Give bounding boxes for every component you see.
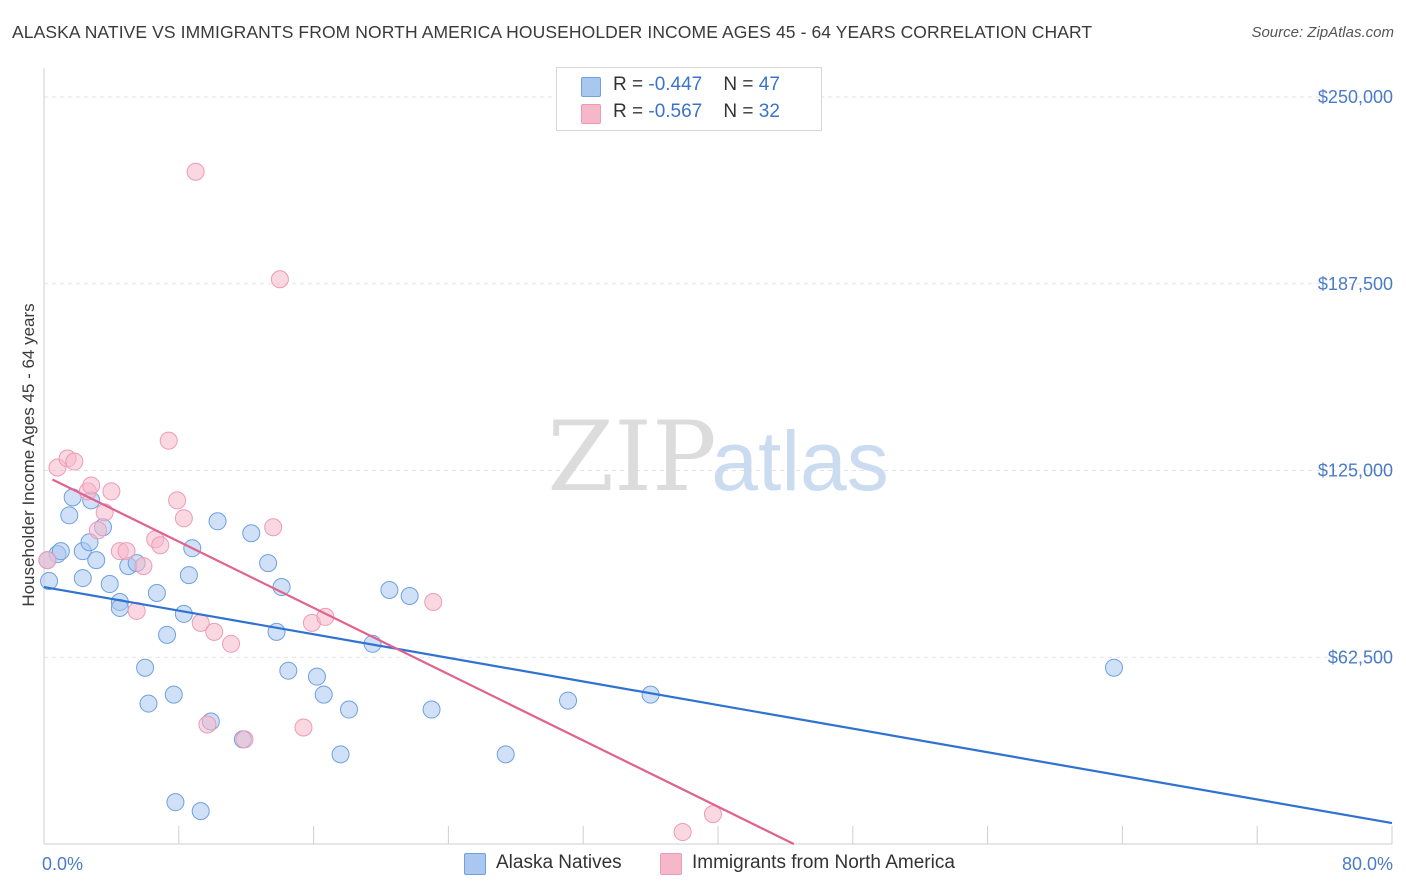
alaska-point bbox=[400, 586, 419, 605]
alaska-point bbox=[307, 667, 326, 686]
bottom-legend-label-immigrants: Immigrants from North America bbox=[692, 852, 955, 873]
alaska-point bbox=[147, 584, 166, 603]
legend-n-label: N = bbox=[723, 101, 759, 122]
legend-n-value: 47 bbox=[758, 74, 780, 95]
immigrant-point bbox=[235, 730, 254, 749]
immigrant-point bbox=[174, 509, 193, 528]
y-tick-label: $250,000 bbox=[1318, 87, 1393, 107]
immigrant-point bbox=[703, 805, 722, 824]
immigrant-point bbox=[294, 718, 313, 737]
alaska-point bbox=[314, 685, 333, 704]
alaska-point bbox=[191, 802, 210, 821]
grid-lines bbox=[44, 96, 1392, 658]
alaska-trend-line bbox=[43, 585, 1393, 825]
immigrant-point bbox=[270, 270, 289, 289]
alaska-point bbox=[380, 581, 399, 600]
alaska-point bbox=[339, 700, 358, 719]
immigrant-point bbox=[264, 518, 283, 537]
immigrant-point bbox=[222, 634, 241, 653]
y-tick-label: $62,500 bbox=[1328, 647, 1393, 667]
watermark-zip: ZIP bbox=[547, 401, 716, 513]
legend-n-value: 32 bbox=[758, 101, 780, 122]
alaska-point bbox=[166, 793, 185, 812]
y-tick-label: $187,500 bbox=[1318, 274, 1393, 294]
axes bbox=[43, 68, 1393, 845]
alaska-point bbox=[139, 694, 158, 713]
legend-r-label: R = bbox=[613, 74, 649, 95]
immigrant-point bbox=[186, 162, 205, 181]
correlation-legend: R = -0.447 N = 47 R = -0.567 N = 32 bbox=[556, 67, 822, 131]
alaska-point bbox=[174, 604, 193, 623]
watermark: ZIP atlas bbox=[547, 401, 888, 513]
alaska-point bbox=[100, 575, 119, 594]
bottom-legend-swatch-alaska bbox=[464, 853, 486, 875]
immigrant-point bbox=[65, 452, 84, 471]
alaska-point bbox=[87, 551, 106, 570]
immigrant-point bbox=[424, 592, 443, 611]
x-tick-label: 80.0% bbox=[1342, 854, 1393, 874]
legend-n-label: N = bbox=[723, 74, 759, 95]
legend-r-value: -0.447 bbox=[648, 74, 703, 95]
immigrant-point bbox=[134, 557, 153, 576]
alaska-point bbox=[179, 566, 198, 585]
alaska-point bbox=[164, 685, 183, 704]
immigrant-point bbox=[151, 536, 170, 555]
immigrant-point bbox=[117, 542, 136, 561]
alaska-point bbox=[208, 512, 227, 531]
alaska-point bbox=[1104, 658, 1123, 677]
immigrant-point bbox=[95, 503, 114, 522]
alaska-point bbox=[158, 625, 177, 644]
alaska-point bbox=[422, 700, 441, 719]
trend-lines bbox=[43, 478, 1393, 845]
legend-r-label: R = bbox=[613, 101, 649, 122]
bottom-legend-label-alaska: Alaska Natives bbox=[496, 852, 622, 873]
immigrant-point bbox=[88, 521, 107, 540]
y-tick-label: $125,000 bbox=[1318, 461, 1393, 481]
legend-swatch-immigrants bbox=[581, 104, 601, 124]
alaska-point bbox=[73, 569, 92, 588]
alaska-point bbox=[496, 745, 515, 764]
immigrant-point bbox=[38, 551, 57, 570]
legend-swatch-alaska bbox=[581, 77, 601, 97]
immigrant-trend-line bbox=[51, 478, 795, 845]
y-axis-title: Householder Income Ages 45 - 64 years bbox=[19, 303, 38, 606]
immigrant-point bbox=[168, 491, 187, 510]
alaska-point bbox=[259, 554, 278, 573]
alaska-point bbox=[40, 572, 59, 591]
immigrant-point bbox=[159, 431, 178, 450]
immigrant-point bbox=[102, 482, 121, 501]
x-tick-labels: 0.0% 80.0% bbox=[42, 854, 1393, 874]
y-tick-labels: $62,500 $125,000 $187,500 $250,000 bbox=[1318, 87, 1393, 667]
source-label: Source: ZipAtlas.com bbox=[1251, 24, 1394, 41]
immigrant-point bbox=[673, 823, 692, 842]
watermark-atlas: atlas bbox=[711, 414, 888, 508]
alaska-point bbox=[51, 542, 70, 561]
x-tick-label: 0.0% bbox=[42, 854, 83, 874]
immigrant-point bbox=[82, 476, 101, 495]
alaska-point bbox=[242, 524, 261, 543]
alaska-point bbox=[279, 661, 298, 680]
alaska-point bbox=[136, 658, 155, 677]
bottom-legend-swatch-immigrants bbox=[660, 853, 682, 875]
alaska-point bbox=[331, 745, 350, 764]
immigrant-point bbox=[205, 622, 224, 641]
alaska-point bbox=[559, 691, 578, 710]
legend-r-value: -0.567 bbox=[648, 101, 703, 122]
chart-title: ALASKA NATIVE VS IMMIGRANTS FROM NORTH A… bbox=[12, 22, 1093, 42]
immigrant-point bbox=[198, 715, 217, 734]
alaska-point bbox=[60, 506, 79, 525]
